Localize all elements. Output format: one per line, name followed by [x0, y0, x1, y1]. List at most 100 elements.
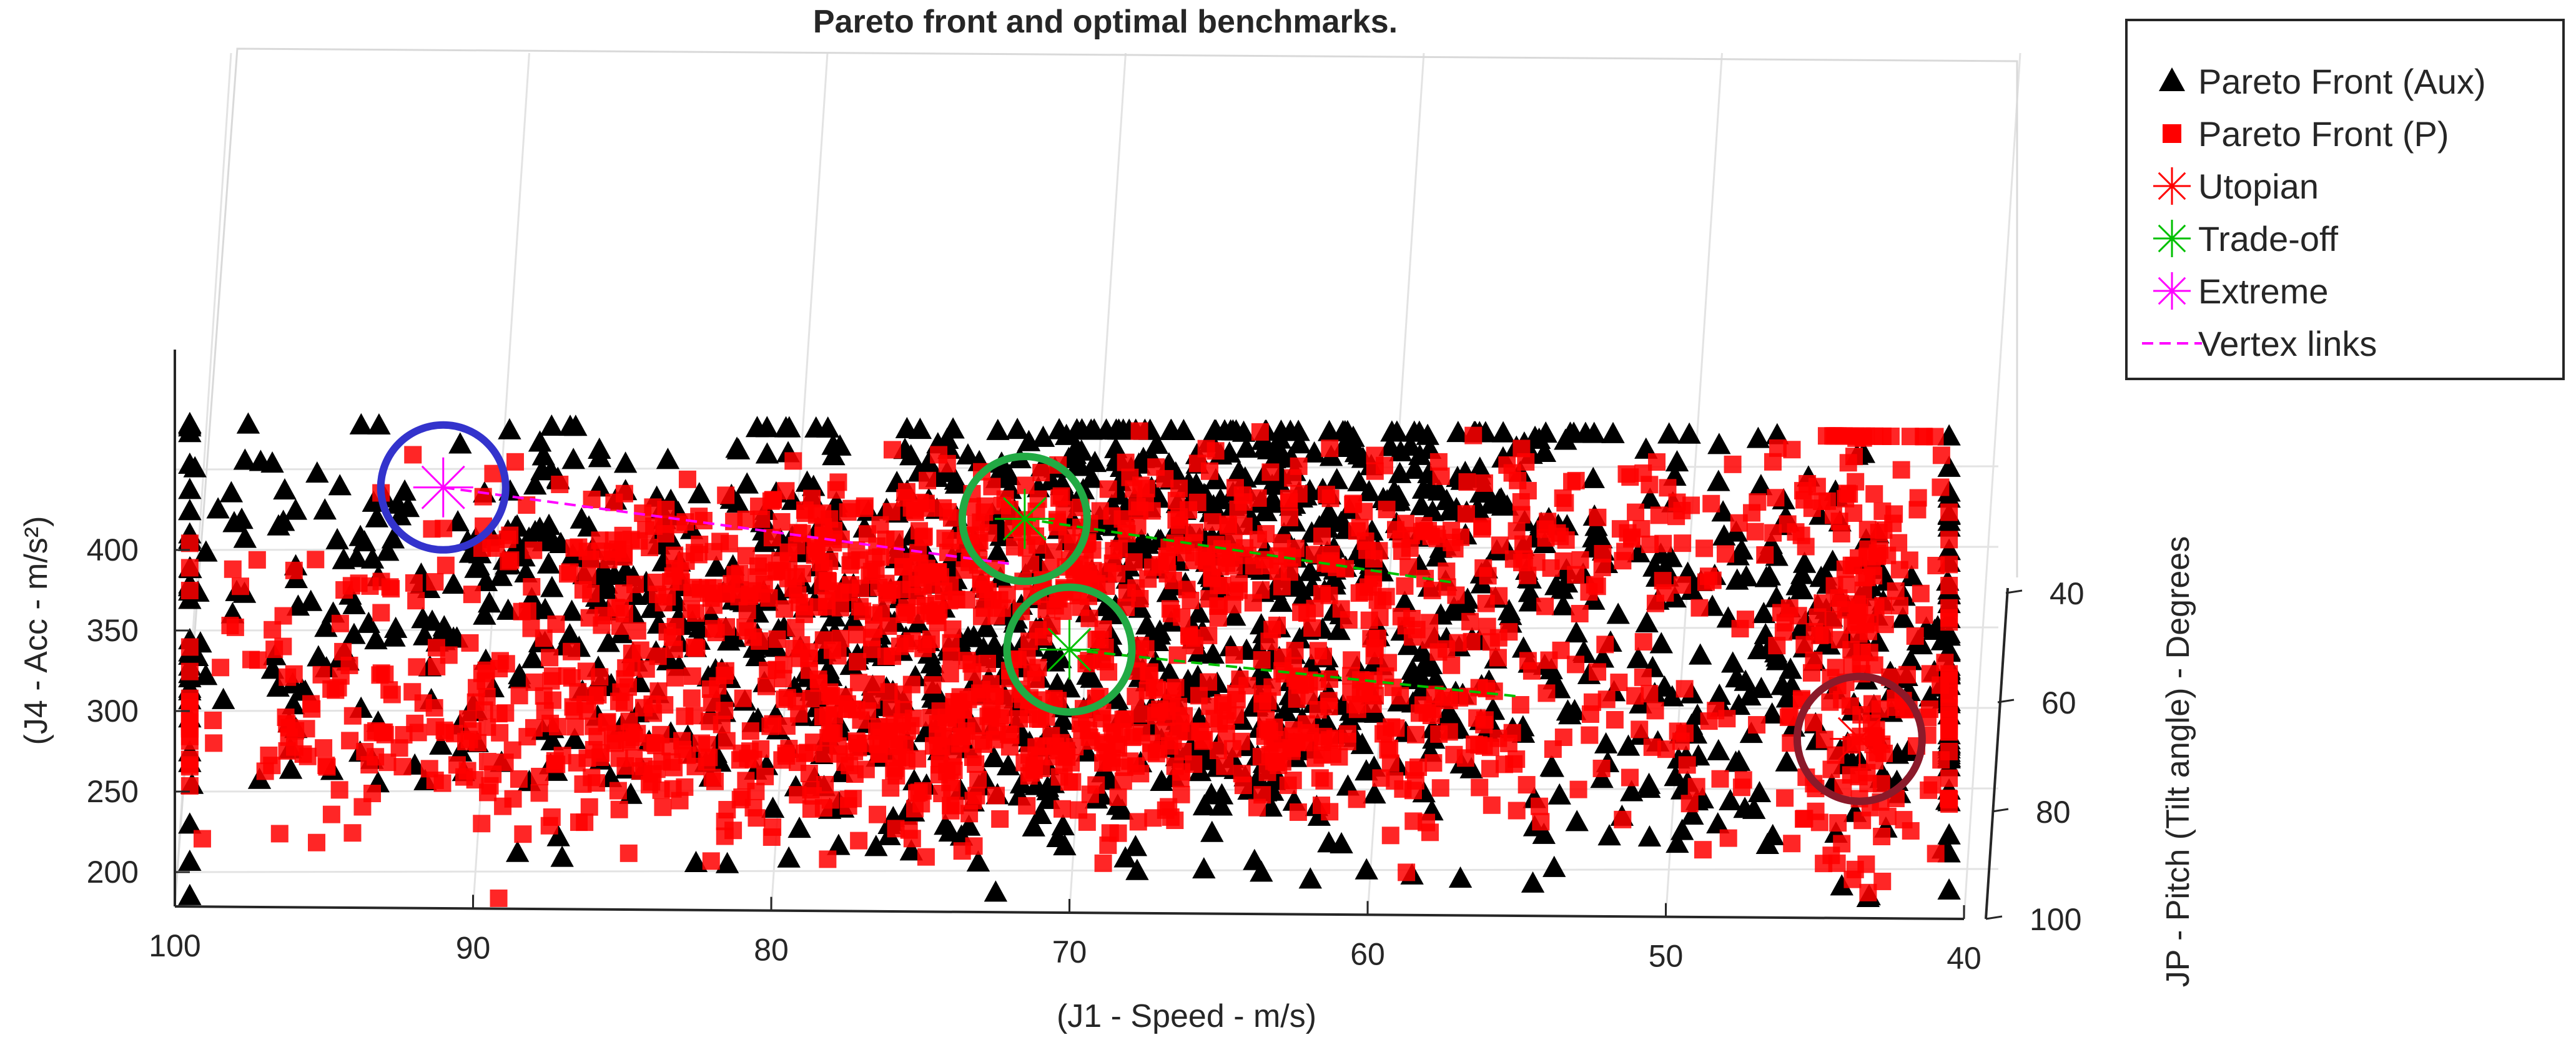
- p-point: [372, 572, 390, 591]
- p-point: [1103, 507, 1121, 525]
- aux-point: [996, 753, 1020, 775]
- p-point: [1672, 732, 1690, 750]
- p-point: [618, 731, 636, 749]
- p-point: [861, 566, 879, 584]
- p-point: [605, 531, 623, 549]
- p-point: [1627, 503, 1645, 521]
- p-point: [1499, 734, 1517, 752]
- p-point: [880, 683, 898, 701]
- p-point: [1774, 623, 1792, 641]
- p-point: [1805, 651, 1823, 669]
- p-point: [1323, 745, 1341, 763]
- utopian-marker: [1829, 709, 1890, 769]
- p-point: [1648, 453, 1666, 471]
- p-point: [883, 441, 901, 459]
- p-point: [1407, 725, 1425, 743]
- aux-point: [1125, 858, 1149, 880]
- aux-point: [1539, 658, 1563, 680]
- aux-point: [448, 432, 472, 454]
- p-point: [880, 722, 898, 740]
- p-point: [1920, 700, 1938, 719]
- p-point: [1236, 539, 1254, 557]
- aux-point: [325, 528, 349, 549]
- vertex-link-line: [443, 486, 1010, 566]
- aux-point: [1083, 451, 1107, 473]
- p-point: [523, 577, 541, 596]
- p-point: [1940, 742, 1958, 760]
- p-point: [1927, 556, 1945, 574]
- p-point: [906, 503, 924, 521]
- aux-point: [1551, 594, 1575, 616]
- p-point: [1270, 756, 1288, 774]
- aux-point: [1547, 783, 1571, 805]
- aux-point: [787, 817, 811, 838]
- p-point: [1915, 606, 1933, 624]
- p-point: [1284, 469, 1302, 487]
- legend-marker: [2163, 124, 2181, 143]
- p-point: [435, 519, 453, 537]
- p-point: [1517, 776, 1536, 794]
- p-point: [510, 687, 528, 705]
- p-point: [504, 790, 522, 808]
- aux-point: [1336, 774, 1360, 796]
- aux-point: [211, 687, 235, 709]
- aux-point: [505, 840, 530, 862]
- p-point: [663, 628, 681, 646]
- aux-point: [531, 444, 555, 466]
- p-point: [1226, 479, 1244, 497]
- aux-point: [1192, 794, 1216, 816]
- aux-point: [178, 499, 202, 521]
- legend-label: Extreme: [2198, 272, 2329, 311]
- aux-point: [1286, 420, 1310, 441]
- p-point: [1674, 534, 1692, 552]
- p-point: [1815, 855, 1833, 873]
- p-point: [1614, 810, 1632, 828]
- p-point: [285, 665, 303, 683]
- aux-point: [349, 413, 373, 434]
- p-point: [1831, 631, 1849, 649]
- legend-entry-extreme: Extreme: [2153, 272, 2329, 311]
- p-point: [1746, 523, 1764, 541]
- p-point: [1891, 597, 1909, 615]
- p-point: [975, 503, 994, 521]
- aux-point: [934, 813, 957, 835]
- p-point: [904, 709, 922, 727]
- p-point: [1514, 535, 1532, 553]
- aux-point: [367, 413, 391, 435]
- y-tick-label: 200: [87, 855, 139, 890]
- p-point: [886, 737, 904, 755]
- p-point: [647, 573, 665, 591]
- aux-point: [1223, 604, 1246, 626]
- p-point: [503, 741, 521, 759]
- aux-point: [1148, 619, 1172, 641]
- aux-point: [1666, 832, 1689, 853]
- p-point: [1695, 539, 1714, 557]
- p-point: [1846, 860, 1864, 878]
- aux-point: [1478, 492, 1503, 514]
- p-point: [615, 484, 633, 503]
- aux-point: [1347, 469, 1371, 491]
- p-point: [1719, 829, 1737, 847]
- p-point: [490, 705, 508, 723]
- aux-point: [236, 412, 260, 434]
- aux-point: [489, 564, 513, 586]
- p-point: [1503, 464, 1521, 482]
- p-point: [701, 712, 719, 730]
- p-point: [1847, 429, 1865, 447]
- p-point: [850, 674, 868, 692]
- aux-point: [1749, 677, 1774, 699]
- x-tick-label: 60: [1350, 936, 1385, 971]
- p-point: [1940, 576, 1958, 594]
- aux-point: [1491, 421, 1515, 443]
- p-point: [1718, 710, 1736, 728]
- p-point: [1902, 822, 1920, 840]
- p-point: [885, 762, 903, 780]
- x-tick-label: 80: [754, 933, 789, 968]
- z-tick-label: 60: [2041, 685, 2076, 720]
- p-point: [676, 778, 694, 796]
- p-point: [1046, 597, 1064, 615]
- p-point: [1776, 789, 1794, 807]
- y-tick-label: 350: [87, 613, 139, 648]
- aux-point: [1201, 642, 1225, 664]
